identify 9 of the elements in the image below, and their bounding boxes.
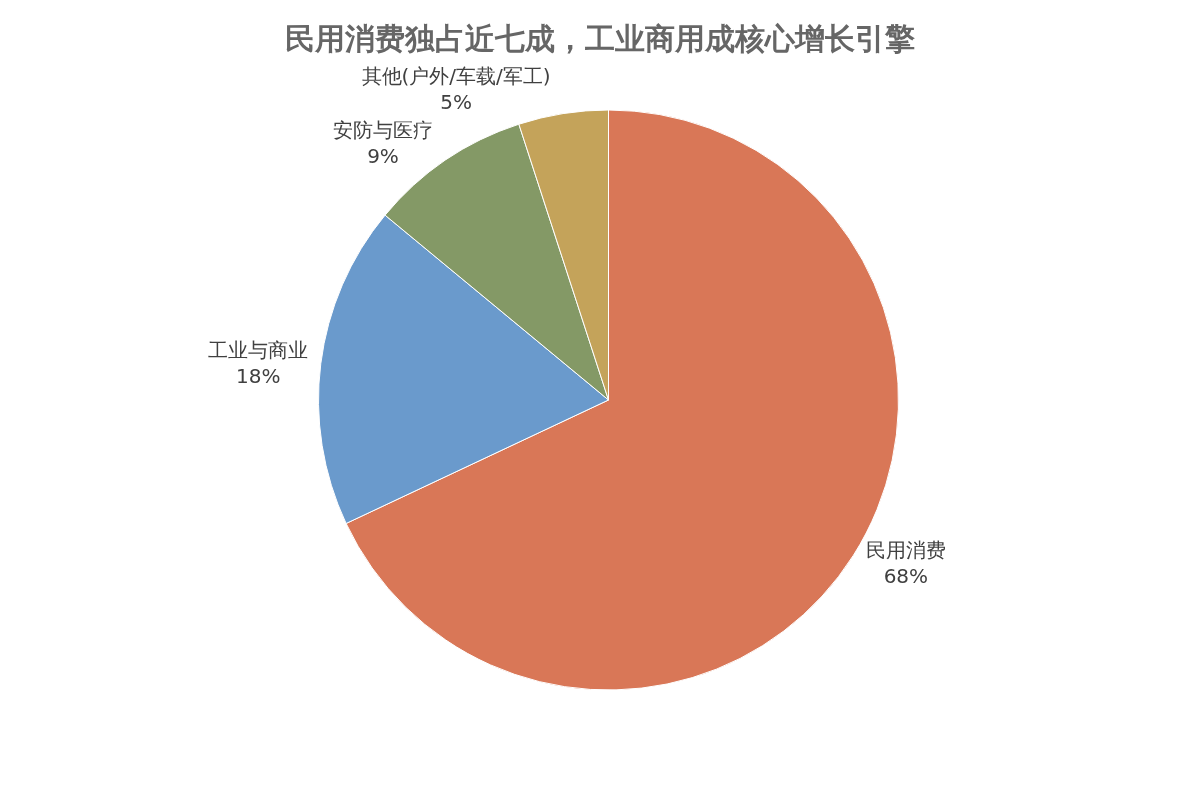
data-label: 68% [883,563,929,588]
slice-label: 民用消费 [865,537,946,562]
data-label: 9% [367,144,399,169]
data-label: 18% [236,364,281,389]
data-label: 5% [440,90,472,115]
slice-label: 其他(户外/车载/军工) [361,64,551,89]
slice-label: 工业与商业 [208,338,309,363]
chart-title: 民用消费独占近七成，工业商用成核心增长引擎 [285,21,915,56]
slice-label: 安防与医疗 [333,118,433,143]
